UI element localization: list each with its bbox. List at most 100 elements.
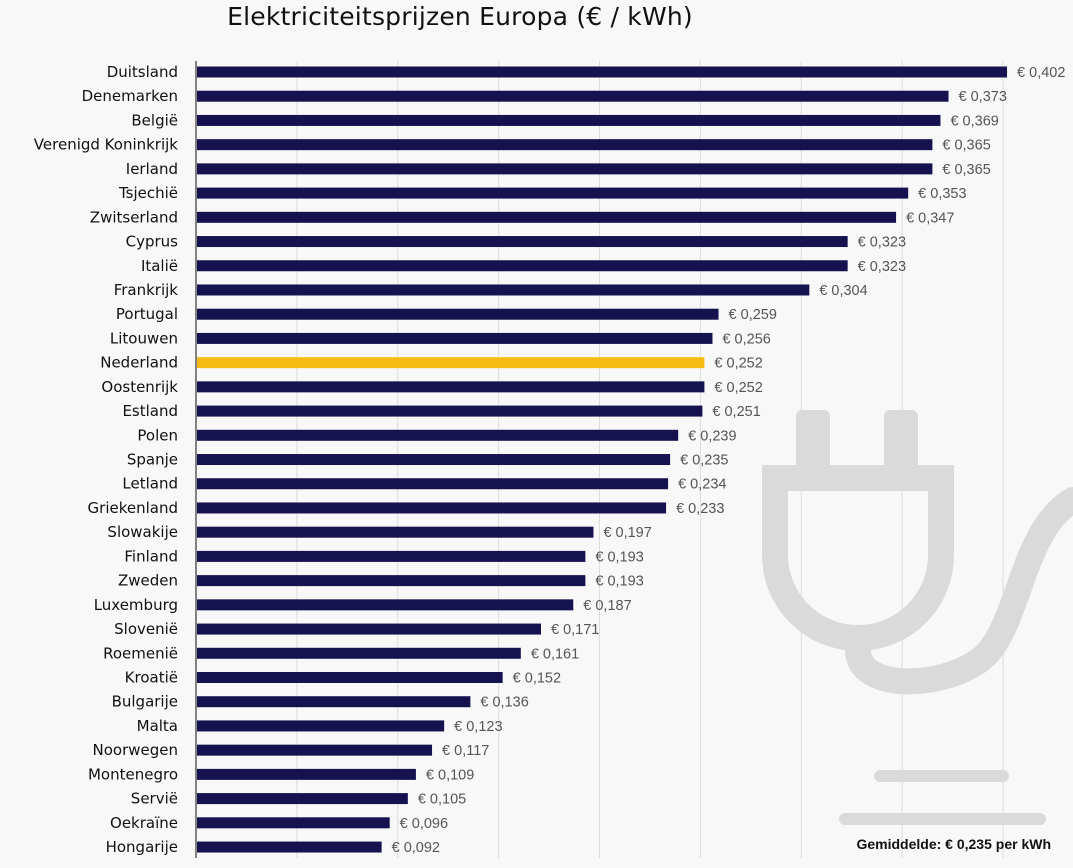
category-label: Slovenië [114,620,178,638]
value-label: € 0,161 [531,646,579,662]
category-label: Oostenrijk [101,378,178,396]
value-label: € 0,252 [714,356,762,372]
bar [197,502,667,514]
bar [197,696,471,708]
bar [197,478,669,490]
bar [197,599,574,611]
category-label: Zwitserland [90,208,178,226]
value-label: € 0,109 [426,767,474,783]
bar [197,768,416,780]
value-label: € 0,256 [722,331,770,347]
category-label: Spanje [127,451,178,469]
value-label: € 0,234 [678,477,726,493]
value-label: € 0,096 [400,816,448,832]
category-label: Frankrijk [114,281,179,299]
bar [197,817,390,829]
category-label: Roemenië [103,644,178,662]
bar [197,575,586,587]
value-label: € 0,365 [942,138,990,154]
value-label: € 0,092 [392,840,440,856]
category-label: Finland [124,547,178,565]
value-label: € 0,193 [595,549,643,565]
category-label: Luxemburg [94,596,178,614]
value-label: € 0,347 [906,210,954,226]
bar [197,308,719,320]
average-annotation: Gemiddelde: € 0,235 per kWh [856,836,1051,852]
bars: Duitsland € 0,402 Denemarken € 0,373 België €… [34,63,1066,856]
category-label: Duitsland [107,63,178,81]
category-label: Zweden [118,572,178,590]
bar [197,623,541,635]
category-label: Polen [137,426,178,444]
value-label: € 0,197 [603,525,651,541]
bar [197,793,408,805]
category-label: Nederland [100,354,178,372]
value-label: € 0,235 [680,453,728,469]
category-label: Portugal [116,305,178,323]
value-label: € 0,365 [942,162,990,178]
value-label: € 0,259 [729,307,777,323]
category-label: Denemarken [82,87,178,105]
bar [197,139,933,151]
bar [197,332,713,344]
category-label: Ierland [126,160,178,178]
value-label: € 0,323 [858,259,906,275]
bar [197,211,897,223]
category-label: Tsjechië [118,184,178,202]
bar [197,381,705,393]
value-label: € 0,369 [950,113,998,129]
category-label: Slowakije [107,523,178,541]
bar [197,672,503,683]
value-label: € 0,117 [442,743,489,759]
bar [197,357,705,369]
value-label: € 0,136 [480,695,528,711]
category-label: Noorwegen [93,741,179,759]
category-label: Oekraïne [110,814,178,832]
category-label: Cyprus [126,233,179,251]
value-label: € 0,323 [858,235,906,251]
bar [197,405,703,417]
bar [197,187,909,199]
value-label: € 0,402 [1017,65,1065,81]
value-label: € 0,252 [714,380,762,396]
category-label: Litouwen [110,329,178,347]
electric-plug-icon [762,410,1073,825]
chart-title: Elektriciteitsprijzen Europa (€ / kWh) [227,2,693,31]
value-label: € 0,152 [513,671,561,687]
category-label: België [131,111,178,129]
bar [197,90,949,102]
category-label: Griekenland [88,499,178,517]
bar [197,720,445,732]
bar [197,744,433,756]
value-label: € 0,105 [418,792,466,808]
bar [197,550,586,562]
value-label: € 0,239 [688,428,736,444]
value-label: € 0,304 [819,283,867,299]
category-label: Bulgarije [112,693,178,711]
bar [197,66,1008,78]
bar [197,429,679,441]
value-label: € 0,233 [676,501,724,517]
bar [197,236,848,248]
value-label: € 0,353 [918,186,966,202]
category-label: Letland [122,475,178,493]
bar [197,526,594,538]
category-label: Italië [141,257,178,275]
category-label: Verenigd Koninkrijk [34,136,179,154]
category-label: Montenegro [88,765,178,783]
value-label: € 0,251 [712,404,760,420]
category-label: Hongarije [106,838,178,856]
bar [197,163,933,175]
value-label: € 0,187 [583,598,631,614]
bar [197,260,848,272]
value-label: € 0,123 [454,719,502,735]
category-label: Malta [137,717,178,735]
bar [197,841,382,853]
value-label: € 0,171 [551,622,599,638]
bar [197,454,671,466]
category-label: Estland [122,402,178,420]
category-label: Kroatië [125,669,178,687]
value-label: € 0,373 [959,89,1007,105]
value-label: € 0,193 [595,574,643,590]
